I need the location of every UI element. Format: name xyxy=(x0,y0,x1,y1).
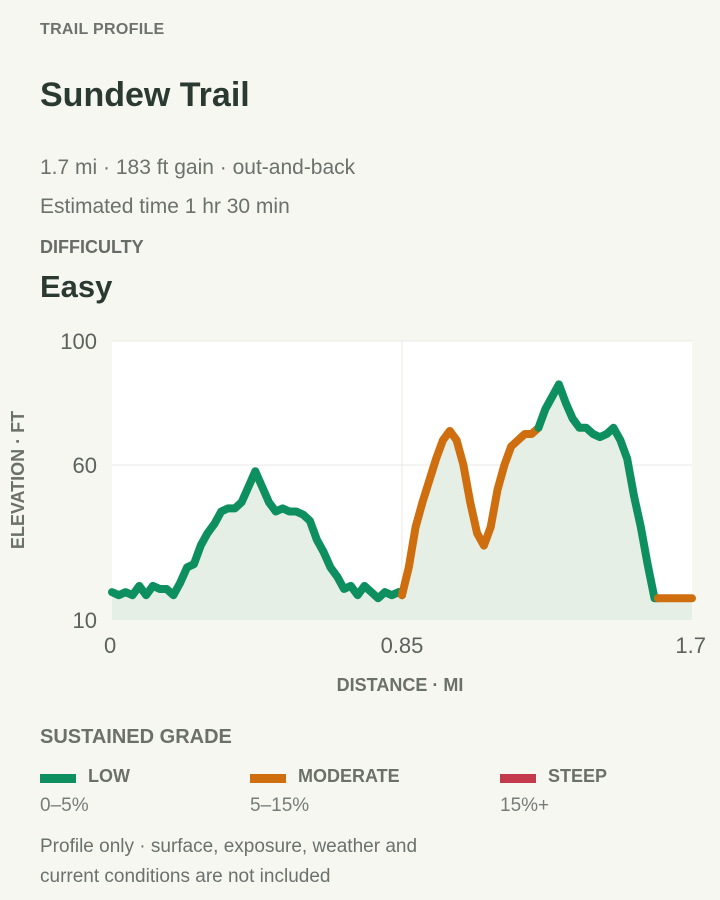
elevation-line-low-0 xyxy=(108,467,406,603)
estimated-time: Estimated time 1 hr 30 min xyxy=(40,195,290,218)
elevation-line-low-2 xyxy=(534,380,662,603)
x-tick-label-2: 1.7 xyxy=(675,633,706,658)
legend-name-low: LOW xyxy=(88,766,130,786)
elevation-line-moderate-1 xyxy=(398,423,543,600)
legend-name-steep: STEEP xyxy=(548,766,608,786)
x-axis-title: DISTANCE · MI xyxy=(337,675,464,695)
legend-range-steep: 15%+ xyxy=(500,795,550,816)
footnote: Profile only · surface, exposure, weathe… xyxy=(40,836,418,887)
x-tick-label-1: 0.85 xyxy=(381,633,424,658)
trail-title: Sundew Trail xyxy=(40,76,250,114)
x-tick-label-0: 0 xyxy=(104,633,116,658)
difficulty-label: DIFFICULTY xyxy=(40,237,144,257)
legend-range-moderate: 5–15% xyxy=(250,795,310,816)
elevation-area xyxy=(112,384,692,620)
legend-swatch-steep xyxy=(500,774,536,783)
legend-range-low: 0–5% xyxy=(40,795,89,816)
y-axis-title: ELEVATION · FT xyxy=(8,411,28,549)
trail-stats: 1.7 mi · 183 ft gain · out-and-back xyxy=(40,156,356,179)
legend-swatch-low xyxy=(40,774,76,783)
eyebrow-label: TRAIL PROFILE xyxy=(40,21,165,38)
legend-swatch-moderate xyxy=(250,774,286,783)
difficulty-value: Easy xyxy=(40,269,113,304)
elevation-chart: 10 60 100 0 0.85 1.7 DISTANCE · MI ELEVATION … xyxy=(8,329,706,695)
y-tick-label-1: 60 xyxy=(73,453,97,478)
legend-title: SUSTAINED GRADE xyxy=(40,726,232,748)
legend-name-moderate: MODERATE xyxy=(298,766,400,786)
y-tick-label-0: 10 xyxy=(73,608,97,633)
y-tick-label-2: 100 xyxy=(60,329,97,354)
